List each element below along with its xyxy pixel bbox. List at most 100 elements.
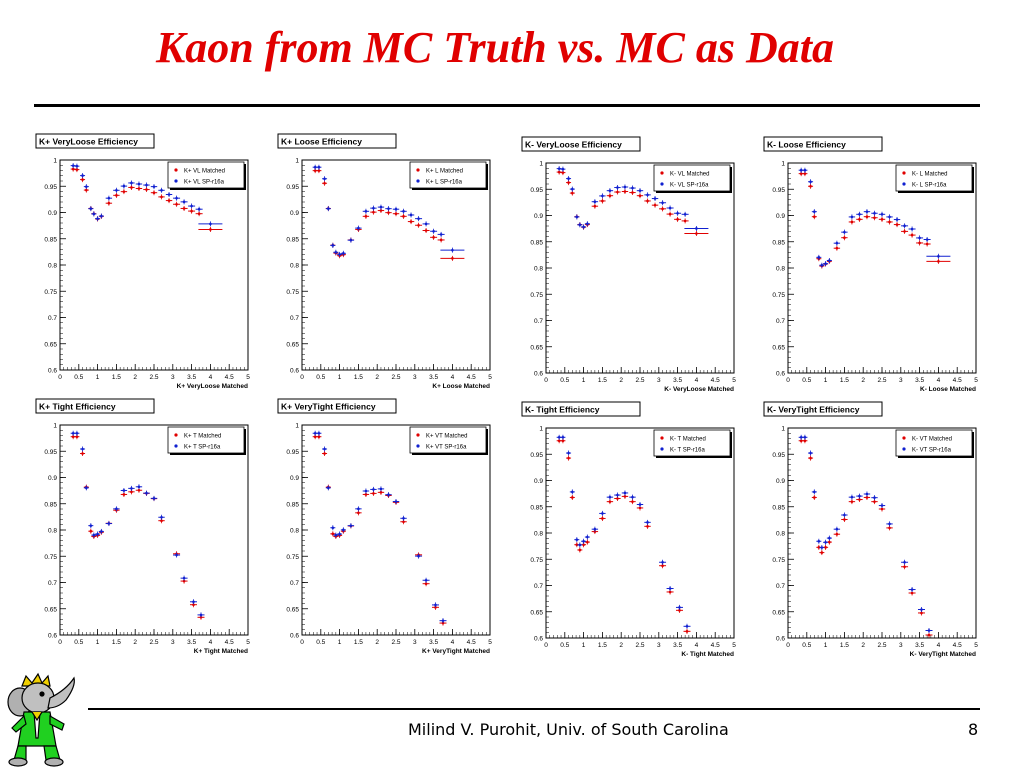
data-point [653, 197, 657, 200]
plot-frame [545, 427, 735, 639]
data-point [873, 211, 876, 215]
data-point [557, 436, 561, 439]
y-tick-label: 0.65 [530, 609, 543, 616]
x-tick-label: 4.5 [225, 374, 234, 381]
data-point [616, 186, 619, 189]
x-tick-label: 0.5 [316, 374, 325, 381]
y-tick-label: 1 [295, 158, 299, 165]
data-point [668, 206, 672, 210]
plot-frame [787, 427, 977, 639]
data-point [75, 431, 79, 435]
data-point [137, 488, 141, 492]
y-tick-label: 0.65 [530, 344, 543, 351]
data-point [661, 564, 664, 567]
data-point [910, 588, 914, 591]
chart-title-box [277, 133, 397, 149]
x-tick-label: 2.5 [149, 639, 158, 646]
data-point [571, 187, 574, 191]
chart-title: K- Tight Efficiency [525, 405, 600, 415]
data-point [683, 219, 687, 223]
x-tick-label: 3 [171, 374, 175, 381]
efficiency-chart: K+ Loose Efficiency 0.6 0.65 0.7 0.75 0.8 0.85… [277, 133, 492, 390]
x-tick-label: 2.5 [877, 377, 886, 384]
data-point [578, 223, 582, 227]
data-point [608, 194, 612, 197]
x-tick-label: 5 [246, 374, 250, 381]
data-point [424, 582, 428, 585]
x-tick-label: 1 [824, 377, 828, 384]
data-point [586, 540, 589, 544]
data-point [809, 180, 812, 184]
data-point [152, 185, 156, 188]
data-point [653, 203, 657, 207]
x-tick-label: 4 [209, 374, 213, 381]
data-point [685, 630, 689, 633]
data-point [327, 207, 330, 210]
data-point [75, 435, 79, 438]
efficiency-chart: K- Tight Efficiency 0.6 0.65 0.7 0.75 0.8 0.85… [521, 401, 736, 658]
legend-marker [902, 182, 906, 186]
data-point [575, 215, 579, 219]
y-tick-label: 0.6 [48, 633, 57, 640]
data-point [394, 500, 398, 503]
data-point [593, 204, 597, 208]
data-point [130, 490, 133, 494]
data-point [81, 174, 84, 177]
data-point [561, 167, 565, 171]
data-point [903, 224, 906, 228]
data-point [809, 451, 812, 455]
legend-label: K+ VL SP-r16a [184, 179, 225, 185]
chart-title-box [763, 136, 883, 152]
data-point [601, 517, 604, 520]
data-point [803, 172, 807, 175]
x-tick-label: 1.5 [598, 642, 607, 649]
data-point [925, 242, 929, 246]
chart-title-box [277, 398, 397, 414]
data-point [167, 193, 171, 196]
data-point [394, 212, 398, 215]
x-axis-label: K- VeryLoose Matched [664, 386, 734, 393]
data-point [623, 491, 627, 495]
data-point [571, 496, 574, 499]
data-point [646, 521, 649, 524]
data-point [824, 262, 827, 265]
data-point [152, 191, 156, 194]
y-tick-label: 1 [539, 161, 543, 168]
x-tick-label: 0.5 [560, 642, 569, 649]
y-tick-label: 1 [53, 158, 57, 165]
y-tick-label: 0.9 [534, 478, 543, 485]
x-tick-label: 1.5 [112, 374, 121, 381]
data-point [402, 210, 405, 213]
x-tick-label: 1 [582, 377, 586, 384]
x-tick-label: 2.5 [391, 639, 400, 646]
x-tick-label: 5 [246, 639, 250, 646]
y-tick-label: 0.8 [776, 531, 785, 538]
data-point [417, 554, 420, 558]
data-point [323, 177, 326, 181]
data-point [379, 491, 383, 494]
data-point [646, 199, 649, 203]
legend-shadow [486, 164, 488, 190]
y-tick-label: 0.85 [286, 501, 299, 508]
data-point [417, 217, 420, 220]
data-point [582, 543, 585, 546]
chart-title: K- VeryLoose Efficiency [525, 140, 622, 150]
data-point [190, 204, 193, 208]
data-point [880, 218, 884, 221]
data-point [130, 487, 133, 490]
y-tick-label: 0.6 [776, 371, 785, 378]
y-tick-label: 0.95 [286, 184, 299, 191]
data-point [865, 215, 869, 218]
y-tick-label: 0.6 [534, 371, 543, 378]
data-point [115, 189, 118, 192]
legend-label: K+ T Matched [184, 433, 221, 439]
data-point [695, 227, 698, 230]
x-tick-label: 0 [544, 377, 548, 384]
y-tick-label: 0.75 [530, 292, 543, 299]
data-point [623, 190, 627, 193]
y-tick-label: 0.95 [772, 187, 785, 194]
series-sp [312, 430, 447, 624]
data-point [858, 218, 861, 221]
data-point [557, 439, 561, 443]
plot-frame [787, 162, 977, 374]
